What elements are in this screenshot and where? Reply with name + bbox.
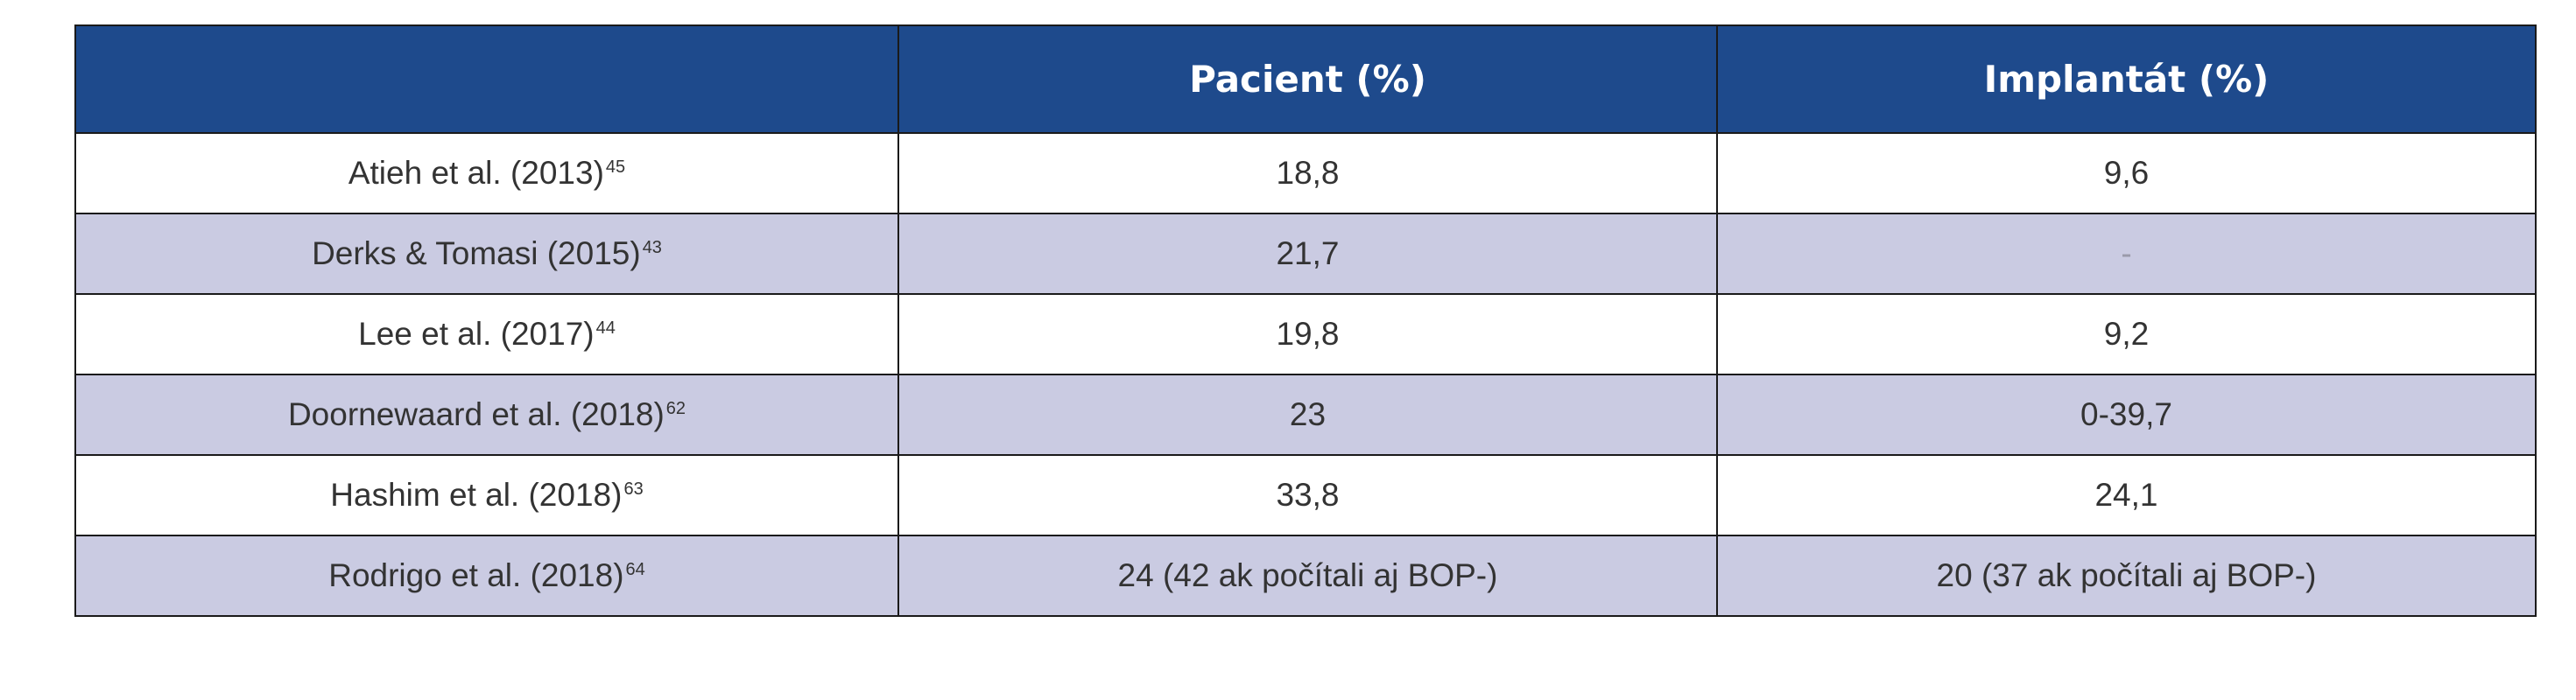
prevalence-table-container: Pacient (%) Implantát (%) Atieh et al. (… — [74, 24, 2537, 617]
study-ref: 43 — [642, 237, 662, 257]
study-cell: Rodrigo et al. (2018) 64 — [74, 535, 899, 617]
table-body: Atieh et al. (2013) 45 18,8 9,6 Derks & T… — [74, 132, 2537, 617]
study-cell: Lee et al. (2017) 44 — [74, 293, 899, 375]
table-row: Doornewaard et al. (2018) 62 23 0-39,7 — [74, 374, 2537, 456]
study-name: Lee et al. (2017) — [358, 316, 595, 352]
implant-cell: 9,6 — [1716, 132, 2537, 214]
patient-cell: 33,8 — [897, 454, 1718, 536]
study-ref: 45 — [605, 157, 626, 177]
implant-cell: 0-39,7 — [1716, 374, 2537, 456]
table-row: Hashim et al. (2018) 63 33,8 24,1 — [74, 454, 2537, 536]
study-name: Rodrigo et al. (2018) — [328, 557, 624, 593]
study-cell: Atieh et al. (2013) 45 — [74, 132, 899, 214]
patient-cell: 21,7 — [897, 213, 1718, 295]
study-name: Hashim et al. (2018) — [330, 477, 623, 513]
study-ref: 63 — [623, 479, 644, 499]
header-patient: Pacient (%) — [897, 24, 1718, 134]
table-row: Lee et al. (2017) 44 19,8 9,2 — [74, 293, 2537, 375]
patient-cell: 23 — [897, 374, 1718, 456]
patient-cell: 24 (42 ak počítali aj BOP-) — [897, 535, 1718, 617]
study-cell: Hashim et al. (2018) 63 — [74, 454, 899, 536]
study-name: Derks & Tomasi (2015) — [312, 235, 641, 271]
study-cell: Derks & Tomasi (2015) 43 — [74, 213, 899, 295]
table-row: Rodrigo et al. (2018) 64 24 (42 ak počíta… — [74, 535, 2537, 617]
header-row: Pacient (%) Implantát (%) — [74, 24, 2537, 134]
table-row: Atieh et al. (2013) 45 18,8 9,6 — [74, 132, 2537, 214]
patient-cell: 19,8 — [897, 293, 1718, 375]
table-row: Derks & Tomasi (2015) 43 21,7 - — [74, 213, 2537, 295]
implant-cell: - — [1716, 213, 2537, 295]
patient-cell: 18,8 — [897, 132, 1718, 214]
header-implant: Implantát (%) — [1716, 24, 2537, 134]
implant-cell: 24,1 — [1716, 454, 2537, 536]
prevalence-table: Pacient (%) Implantát (%) Atieh et al. (… — [74, 24, 2537, 617]
study-ref: 62 — [665, 398, 686, 418]
study-name: Atieh et al. (2013) — [348, 155, 604, 191]
study-ref: 64 — [625, 559, 645, 579]
implant-cell: 20 (37 ak počítali aj BOP-) — [1716, 535, 2537, 617]
implant-cell: 9,2 — [1716, 293, 2537, 375]
study-name: Doornewaard et al. (2018) — [287, 396, 665, 432]
study-ref: 44 — [595, 318, 616, 338]
header-study — [74, 24, 899, 134]
study-cell: Doornewaard et al. (2018) 62 — [74, 374, 899, 456]
table-header: Pacient (%) Implantát (%) — [74, 24, 2537, 134]
